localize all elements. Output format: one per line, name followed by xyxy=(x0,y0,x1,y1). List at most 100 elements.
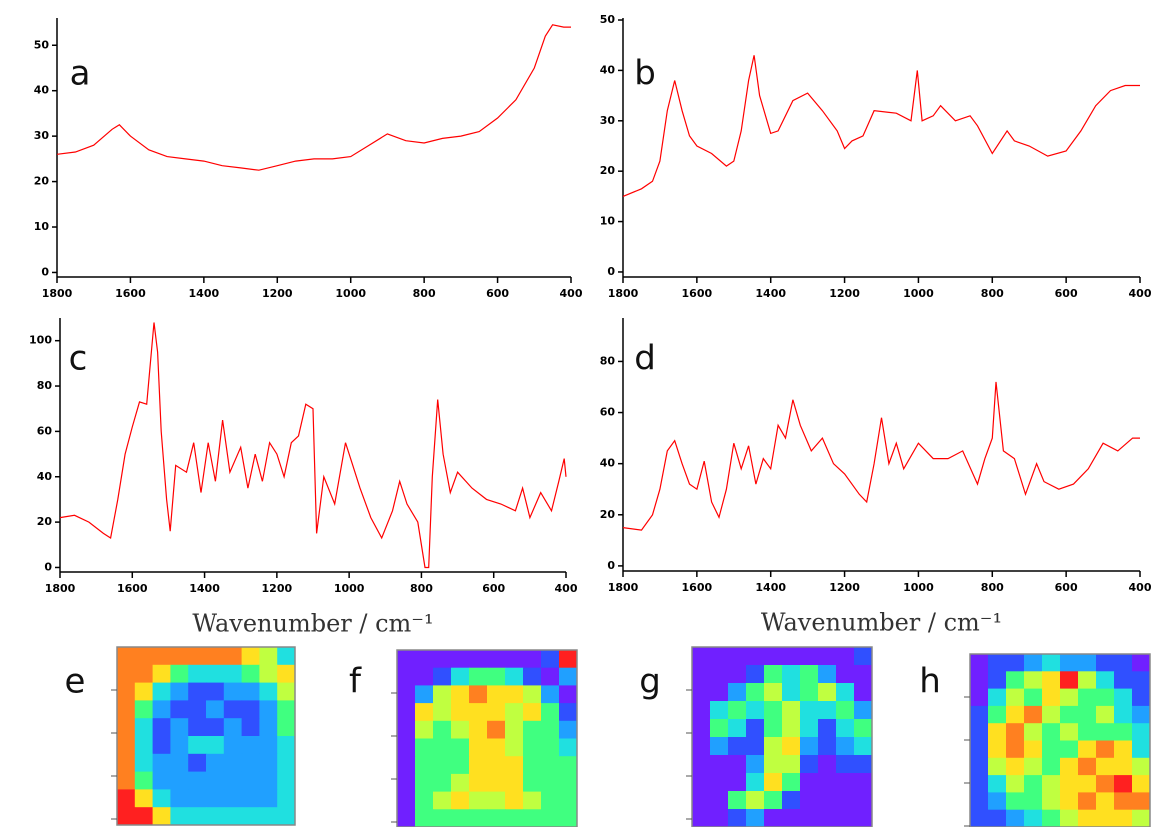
heatmap-cell xyxy=(152,789,171,808)
heatmap-cell xyxy=(1132,705,1151,724)
heatmap-cell xyxy=(728,809,747,827)
heatmap-cell xyxy=(1078,775,1097,793)
heatmap-cell xyxy=(1024,740,1043,759)
panel-letter: c xyxy=(69,339,88,379)
heatmap-cell xyxy=(469,685,488,704)
heatmap-cell xyxy=(836,647,855,666)
heatmap-cell xyxy=(1024,792,1043,811)
heatmap-cell xyxy=(1114,705,1133,724)
heatmap-cell xyxy=(433,650,452,669)
heatmap-cell xyxy=(1024,671,1043,690)
heatmap-cell xyxy=(1042,775,1061,793)
heatmap-cell xyxy=(1006,757,1025,776)
heatmap-cell xyxy=(764,701,783,720)
heatmap-cell xyxy=(433,720,452,739)
y-tick-label: 40 xyxy=(600,63,616,76)
x-tick-label: 800 xyxy=(410,582,433,595)
heatmap-cell xyxy=(782,809,801,827)
heatmap-cell xyxy=(152,771,171,790)
heatmap-cell xyxy=(170,647,189,666)
heatmap-cell xyxy=(836,773,855,792)
heatmap-cell xyxy=(505,756,524,775)
heatmap-cell xyxy=(541,720,560,739)
heatmap-cell xyxy=(241,807,260,826)
heatmap-cell xyxy=(451,720,470,739)
heatmap-cell xyxy=(746,683,765,702)
heatmap-cell xyxy=(1042,671,1061,690)
x-tick-label: 1600 xyxy=(117,582,148,595)
heatmap-cell xyxy=(1060,671,1079,690)
heatmap-cell xyxy=(415,703,434,722)
heatmap-cell xyxy=(818,737,837,756)
heatmap-cell xyxy=(1006,705,1025,724)
heatmap-cell xyxy=(1024,723,1043,741)
heatmap-cell xyxy=(134,664,154,684)
heatmap-cell xyxy=(692,773,711,792)
x-tick-label: 600 xyxy=(486,287,509,300)
heatmap-cell xyxy=(1114,740,1133,759)
heatmap-cell xyxy=(1096,688,1115,707)
heatmap-cell xyxy=(764,809,783,827)
heatmap-cell xyxy=(451,756,470,775)
heatmap-cell xyxy=(170,682,189,701)
heatmap-cell xyxy=(559,667,578,686)
heatmap-cell xyxy=(152,682,171,701)
heatmap-cell xyxy=(170,700,189,719)
heatmap-cell xyxy=(1042,705,1061,724)
heatmap-cell xyxy=(800,647,819,666)
heatmap-cell xyxy=(710,665,729,684)
spectrum-line xyxy=(622,55,1140,197)
heatmap-cell xyxy=(764,773,783,792)
y-tick-label: 20 xyxy=(600,164,616,177)
heatmap-cell xyxy=(277,682,296,701)
heatmap-cell xyxy=(1060,792,1079,811)
heatmap-cell xyxy=(415,667,434,686)
heatmap-cell xyxy=(1060,723,1079,741)
heatmap-cell xyxy=(487,756,506,775)
heatmap-cell xyxy=(397,667,416,686)
heatmap-cell xyxy=(206,664,225,684)
heatmap-cell xyxy=(117,807,136,826)
heatmap-cell xyxy=(1078,740,1097,759)
heatmap-cell xyxy=(800,683,819,702)
y-tick-label: 0 xyxy=(44,560,52,573)
heatmap-cell xyxy=(818,791,837,810)
heatmap-cell xyxy=(188,807,207,826)
heatmap-cell xyxy=(188,718,207,737)
heatmap-cell xyxy=(1078,705,1097,724)
heatmap-cell xyxy=(988,757,1007,776)
y-tick-label: 20 xyxy=(600,508,616,521)
heatmap-cell xyxy=(1042,792,1061,811)
heatmap-cell xyxy=(836,791,855,810)
y-tick-label: 30 xyxy=(600,114,616,127)
heatmap-cell xyxy=(223,753,243,773)
heatmap-cell xyxy=(1096,723,1115,741)
y-tick-label: 30 xyxy=(34,129,50,142)
heatmap-cell xyxy=(505,650,524,669)
heatmap-cell xyxy=(241,647,260,666)
heatmap-cell xyxy=(487,809,506,827)
heatmap-cell xyxy=(541,685,560,704)
heatmap-cell xyxy=(117,647,136,666)
y-tick-label: 20 xyxy=(34,175,50,188)
heatmap-cell xyxy=(970,723,989,741)
heatmap-cell xyxy=(836,809,855,827)
heatmap-cell xyxy=(523,685,542,704)
heatmap-cell xyxy=(259,789,278,808)
heatmap-cell xyxy=(710,719,729,738)
heatmap-cell xyxy=(523,809,542,827)
heatmap-cell xyxy=(710,773,729,792)
heatmap-cell xyxy=(134,700,154,719)
heatmap-cell xyxy=(559,756,578,775)
heatmap-cell xyxy=(451,809,470,827)
heatmap-cell xyxy=(117,753,136,773)
heatmap-cell xyxy=(559,685,578,704)
heatmap-cell xyxy=(523,703,542,722)
heatmap-cell xyxy=(523,791,542,810)
heatmap-cell xyxy=(523,756,542,775)
heatmap-cell xyxy=(397,685,416,704)
x-tick-label: 600 xyxy=(482,582,505,595)
heatmap-cell xyxy=(764,791,783,810)
heatmap-cell xyxy=(152,718,171,737)
